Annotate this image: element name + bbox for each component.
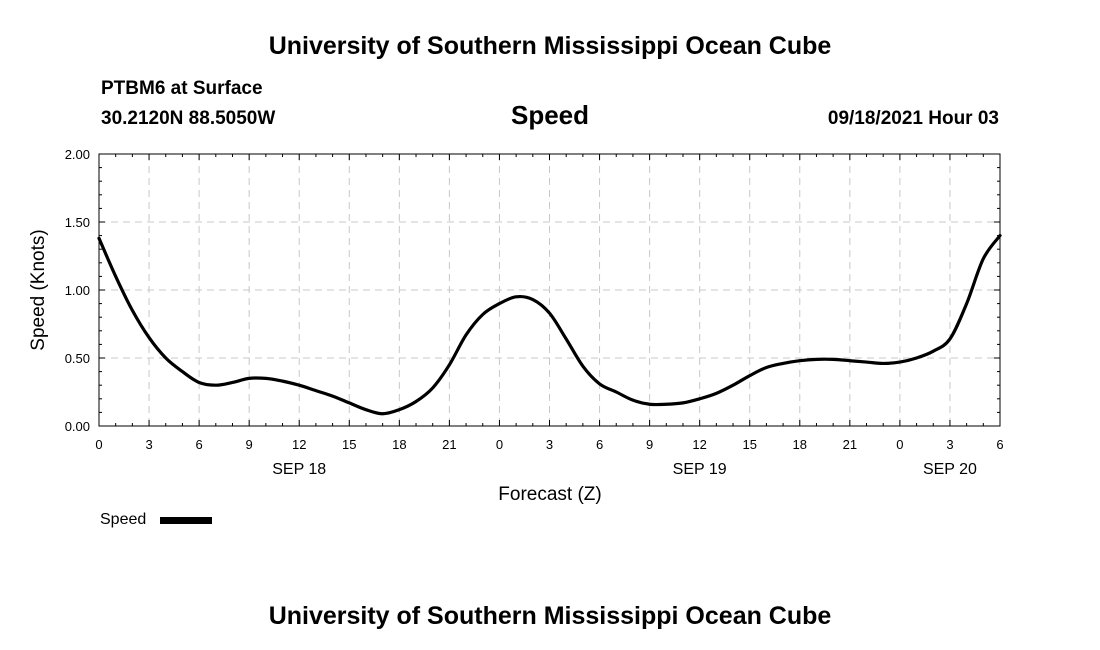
x-tick-labels: 0 3 6 9 12 15 18 21 0 3 6 9 12 15 18 21 0 3 6	[95, 437, 1003, 452]
y-tick-label: 1.50	[65, 215, 90, 230]
top-title: University of Southern Mississippi Ocean…	[269, 32, 832, 60]
x-tick-label: 15	[742, 437, 756, 452]
x-tick-label: 15	[342, 437, 356, 452]
station-label: PTBM6 at Surface	[101, 78, 263, 99]
legend-swatch	[160, 517, 212, 524]
axis-ticks	[98, 153, 1001, 427]
chart-title: Speed	[511, 100, 589, 130]
y-tick-labels: 0.00 0.50 1.00 1.50 2.00	[65, 147, 90, 434]
x-tick-label: 18	[392, 437, 406, 452]
date-label: SEP 20	[923, 461, 977, 478]
x-tick-label: 6	[195, 437, 202, 452]
date-label: SEP 19	[673, 461, 727, 478]
y-axis-label: Speed (Knots)	[28, 229, 49, 350]
legend-label: Speed	[100, 511, 146, 528]
x-tick-label: 3	[546, 437, 553, 452]
y-tick-label: 0.50	[65, 351, 90, 366]
x-tick-label: 0	[496, 437, 503, 452]
x-tick-label: 6	[596, 437, 603, 452]
x-tick-label: 3	[946, 437, 953, 452]
x-tick-label: 18	[793, 437, 807, 452]
x-tick-label: 9	[646, 437, 653, 452]
x-tick-label: 21	[442, 437, 456, 452]
y-tick-label: 0.00	[65, 419, 90, 434]
x-tick-label: 0	[95, 437, 102, 452]
coordinates-label: 30.2120N 88.5050W	[101, 108, 275, 129]
speed-series-line	[97, 234, 1002, 416]
bottom-title: University of Southern Mississippi Ocean…	[269, 602, 832, 630]
x-tick-label: 12	[692, 437, 706, 452]
x-tick-label: 0	[896, 437, 903, 452]
x-axis-label: Forecast (Z)	[498, 484, 601, 505]
date-labels: SEP 18 SEP 19 SEP 20	[272, 461, 977, 478]
y-tick-label: 1.00	[65, 283, 90, 298]
x-tick-label: 21	[843, 437, 857, 452]
date-label: SEP 18	[272, 461, 326, 478]
grid-lines	[99, 154, 1000, 426]
y-tick-label: 2.00	[65, 147, 90, 162]
x-tick-label: 12	[292, 437, 306, 452]
datetime-label: 09/18/2021 Hour 03	[828, 108, 999, 129]
x-tick-label: 6	[996, 437, 1003, 452]
x-tick-label: 3	[145, 437, 152, 452]
x-tick-label: 9	[246, 437, 253, 452]
